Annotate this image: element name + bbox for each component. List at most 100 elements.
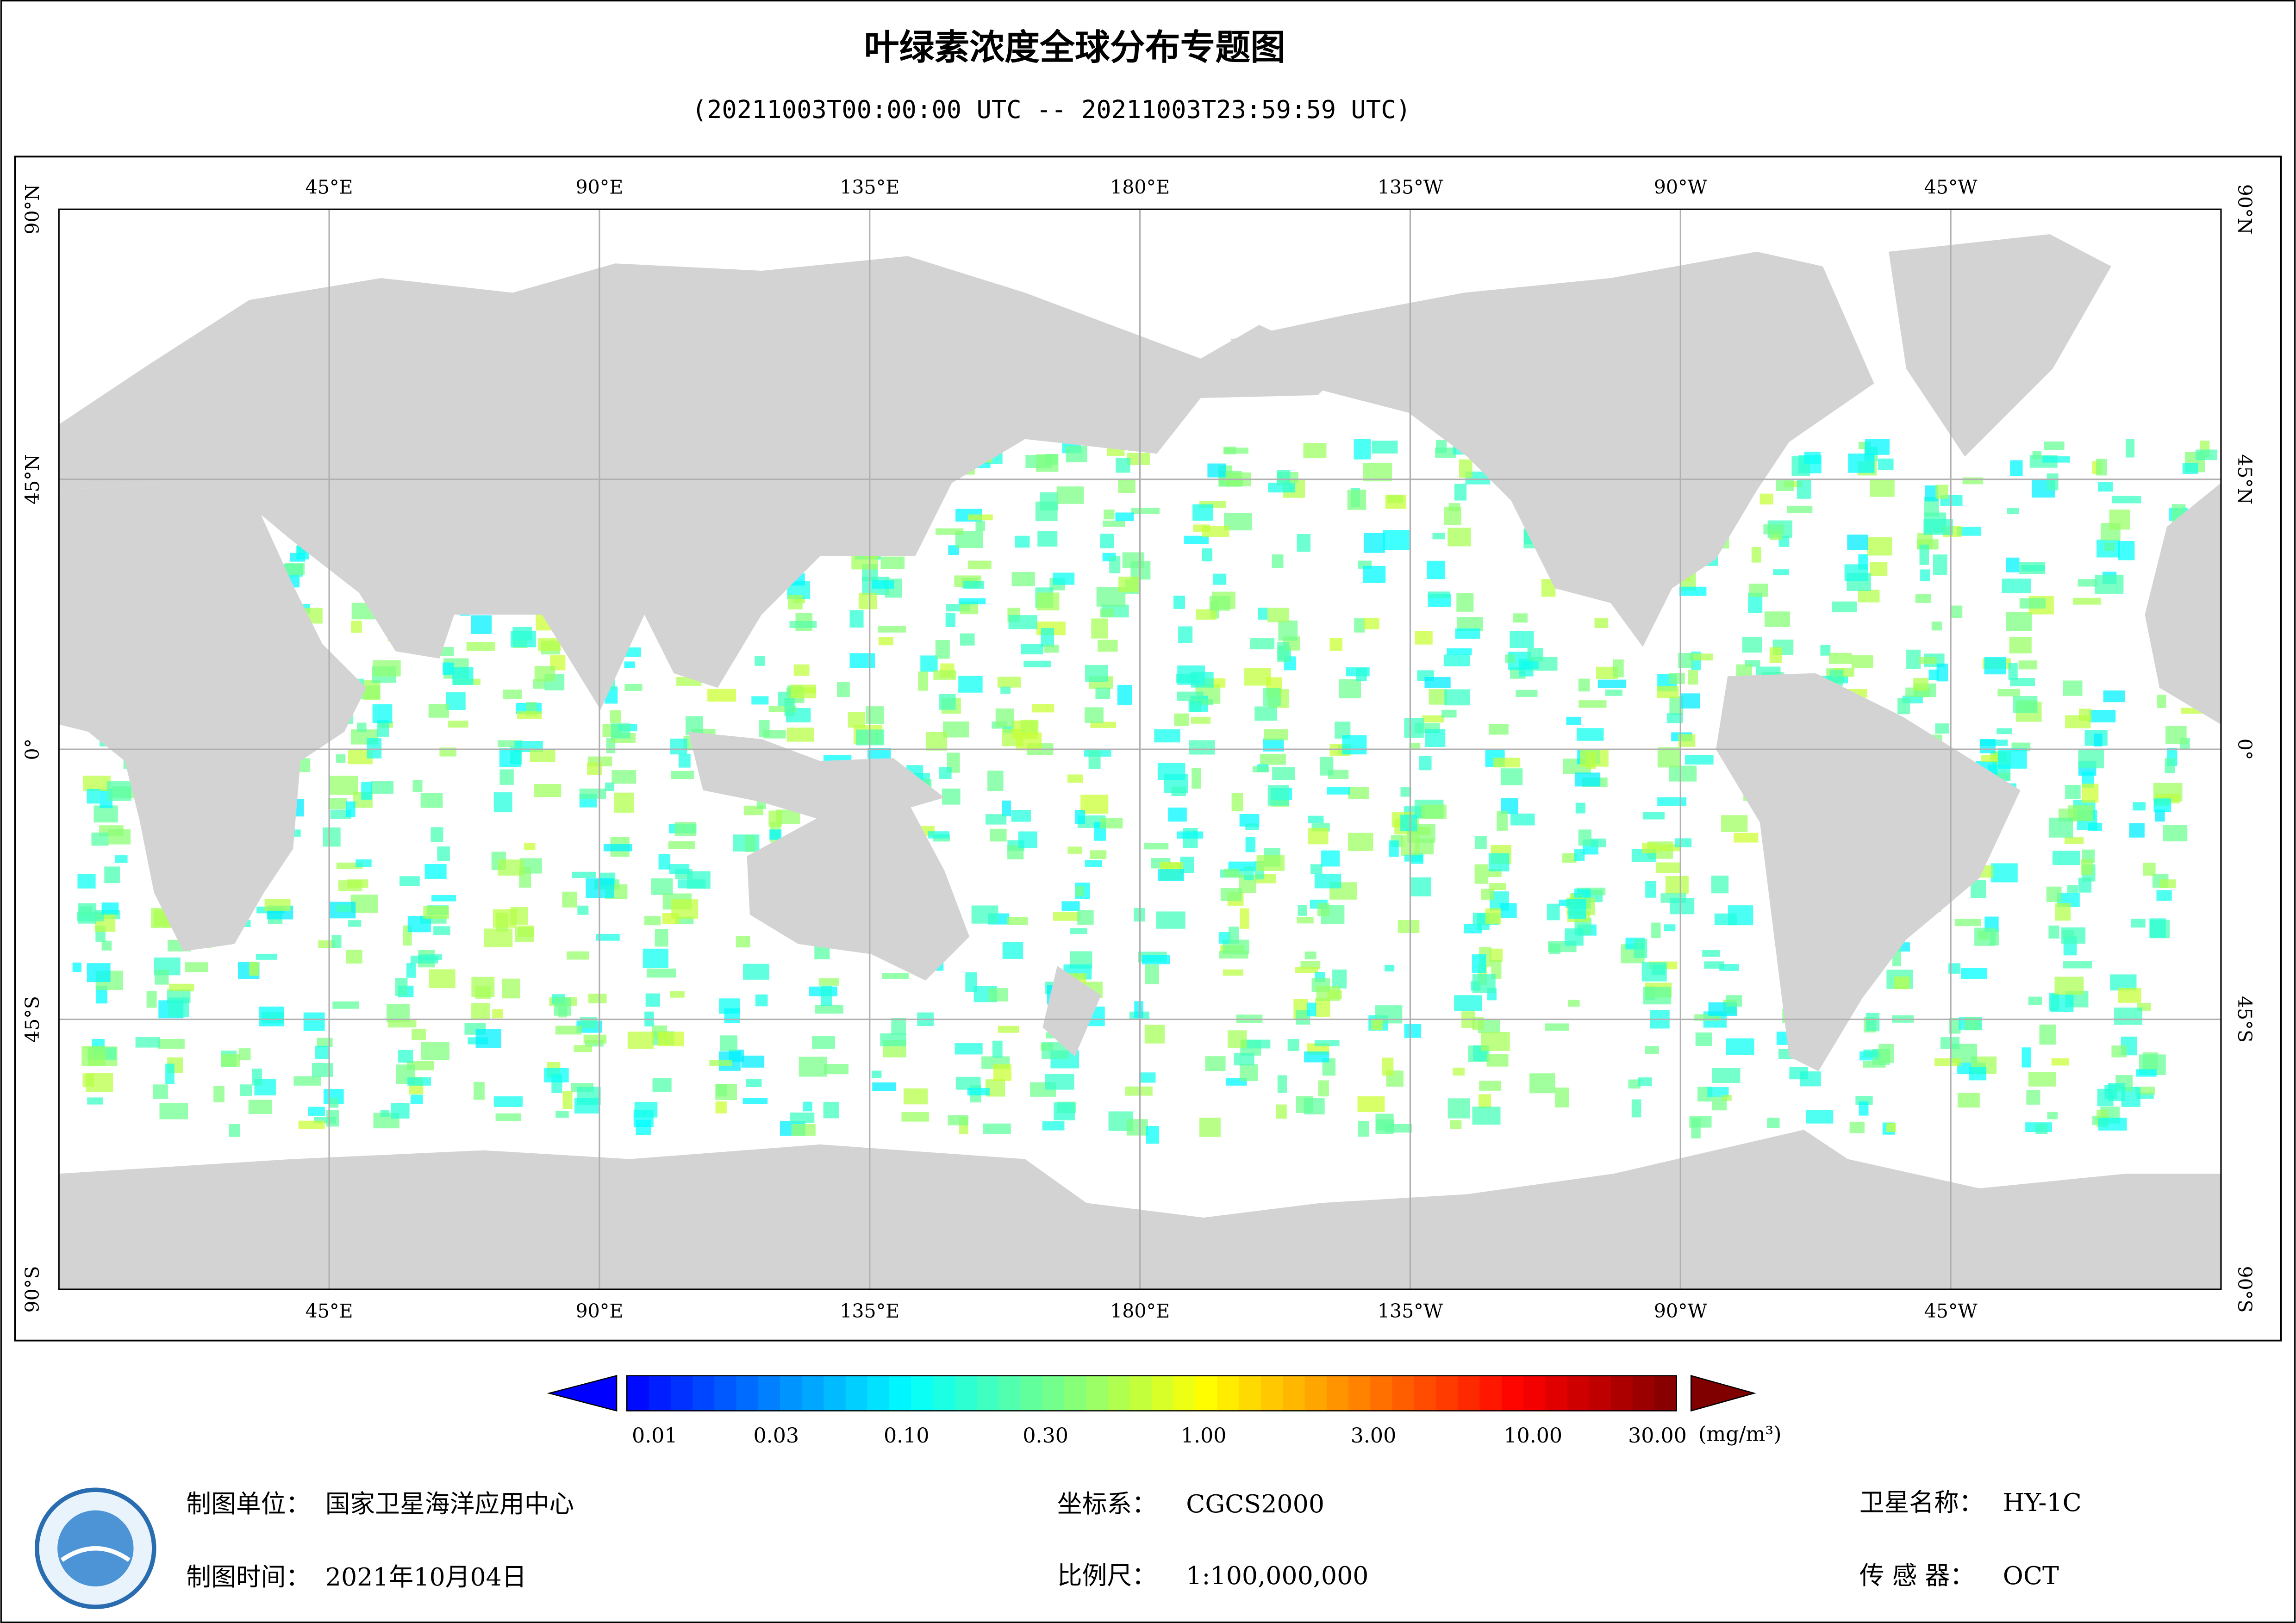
ocean-patch	[2028, 996, 2042, 1005]
ocean-patch	[1053, 912, 1080, 921]
ocean-patch	[1918, 657, 1937, 664]
ocean-patch	[745, 835, 755, 852]
ocean-patch	[955, 1076, 981, 1090]
ocean-patch	[1776, 479, 1794, 491]
ocean-patch	[1321, 850, 1340, 867]
ocean-patch	[1077, 910, 1094, 925]
colorbar-label: 0.01	[632, 1424, 678, 1448]
ocean-patch	[493, 1096, 523, 1107]
subtitle: (20211003T00:00:00 UTC -- 20211003T23:59…	[692, 95, 1411, 124]
ocean-patch	[1278, 620, 1298, 641]
ocean-patch	[1859, 1101, 1869, 1116]
ocean-patch	[678, 753, 691, 768]
colorbar-step	[1392, 1375, 1415, 1411]
ocean-patch	[1656, 862, 1681, 873]
ocean-patch	[1990, 930, 1999, 945]
ocean-patch	[577, 905, 589, 915]
ocean-patch	[423, 906, 449, 919]
ocean-patch	[1085, 860, 1103, 867]
ocean-patch	[1409, 742, 1421, 750]
ocean-patch	[1574, 772, 1601, 787]
ocean-patch	[1090, 721, 1117, 728]
ocean-patch	[2063, 680, 2083, 696]
ocean-patch	[614, 792, 634, 813]
ocean-patch	[1759, 493, 1773, 505]
colorbar-step	[1195, 1375, 1218, 1411]
ocean-patch	[1231, 793, 1243, 812]
ocean-patch	[611, 770, 636, 784]
ocean-patch	[1474, 864, 1489, 884]
ocean-patch	[1575, 802, 1585, 814]
lon-label-top: 45°E	[306, 176, 353, 198]
producer-value: 国家卫星海洋应用中心	[325, 1489, 574, 1518]
ocean-patch	[1357, 1096, 1385, 1113]
ocean-patch	[1116, 458, 1130, 473]
colorbar-step	[933, 1375, 956, 1411]
ocean-patch	[1315, 998, 1330, 1017]
ocean-patch	[356, 859, 372, 867]
ocean-patch	[484, 928, 513, 947]
ocean-patch	[1847, 535, 1868, 550]
ocean-patch	[2078, 579, 2098, 587]
ocean-patch	[328, 798, 347, 809]
ocean-patch	[2028, 1072, 2056, 1087]
colorbar-step	[1020, 1375, 1043, 1411]
ocean-patch	[992, 1040, 1003, 1058]
ocean-patch	[1863, 1049, 1878, 1057]
ocean-patch	[755, 656, 765, 666]
colorbar-step	[845, 1375, 868, 1411]
ocean-patch	[1642, 812, 1665, 820]
ocean-patch	[1472, 974, 1496, 993]
ocean-patch	[155, 970, 169, 985]
ocean-patch	[1554, 1087, 1569, 1107]
ocean-patch	[524, 843, 536, 850]
ocean-patch	[1486, 1054, 1509, 1067]
colorbar-step	[977, 1375, 999, 1411]
ocean-patch	[1382, 1057, 1394, 1076]
ocean-patch	[2018, 660, 2038, 670]
ocean-patch	[395, 978, 408, 996]
ocean-patch	[872, 1082, 896, 1091]
ocean-patch	[1849, 1121, 1865, 1133]
ocean-patch	[741, 1055, 765, 1068]
ocean-patch	[2008, 663, 2018, 680]
ocean-patch	[1454, 484, 1467, 501]
ocean-patch	[77, 874, 96, 889]
ocean-patch	[1088, 750, 1101, 769]
ocean-patch	[891, 1018, 906, 1035]
ocean-patch	[1042, 1121, 1065, 1131]
ocean-patch	[2088, 822, 2102, 831]
ocean-patch	[1576, 728, 1604, 741]
ocean-patch	[1342, 735, 1367, 755]
ocean-patch	[1095, 687, 1111, 699]
ocean-patch	[562, 1091, 573, 1109]
colorbar-step	[1654, 1375, 1677, 1411]
title: 叶绿素浓度全球分布专题图	[864, 27, 1286, 68]
lat-label-left: 45°N	[21, 454, 44, 504]
ocean-patch	[1906, 649, 1921, 669]
ocean-patch	[823, 1101, 839, 1119]
ocean-patch	[347, 879, 368, 888]
ocean-patch	[2046, 886, 2062, 902]
scale-value: 1:100,000,000	[1186, 1561, 1368, 1590]
ocean-patch	[1933, 554, 1947, 575]
ocean-patch	[2067, 885, 2078, 893]
ocean-patch	[1067, 846, 1082, 854]
ocean-patch	[574, 1098, 600, 1114]
ocean-patch	[2081, 859, 2093, 875]
ocean-patch	[788, 595, 803, 609]
colorbar-step	[1042, 1375, 1065, 1411]
ocean-patch	[1041, 628, 1054, 647]
ocean-patch	[1307, 1002, 1316, 1017]
ocean-patch	[901, 1112, 929, 1122]
ocean-patch	[2010, 460, 2023, 476]
ocean-patch	[1721, 815, 1748, 832]
ocean-patch	[1036, 454, 1059, 472]
ocean-patch	[512, 627, 532, 640]
ocean-patch	[1764, 611, 1790, 627]
ocean-patch	[1651, 922, 1661, 939]
ocean-patch	[1997, 689, 2021, 696]
ocean-patch	[1090, 850, 1107, 859]
ocean-patch	[1425, 729, 1446, 747]
ocean-patch	[1118, 479, 1136, 493]
